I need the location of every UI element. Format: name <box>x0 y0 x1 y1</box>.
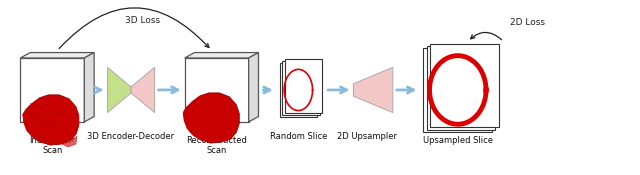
Text: 3D Encoder-Decoder: 3D Encoder-Decoder <box>88 132 175 141</box>
Polygon shape <box>23 95 79 145</box>
Text: Incomplete
Scan: Incomplete Scan <box>29 136 76 155</box>
Polygon shape <box>20 58 84 122</box>
Polygon shape <box>183 93 239 143</box>
Polygon shape <box>185 52 259 58</box>
Text: Reconstructed
Scan: Reconstructed Scan <box>186 136 247 155</box>
Polygon shape <box>131 67 155 113</box>
Polygon shape <box>84 52 94 122</box>
Polygon shape <box>282 61 319 115</box>
Polygon shape <box>185 58 249 122</box>
Polygon shape <box>353 67 393 113</box>
Polygon shape <box>285 59 322 113</box>
Polygon shape <box>62 136 77 147</box>
Polygon shape <box>20 52 94 58</box>
Text: 2D Upsampler: 2D Upsampler <box>337 132 397 141</box>
Polygon shape <box>280 63 317 117</box>
Polygon shape <box>108 67 131 113</box>
Polygon shape <box>429 44 499 127</box>
Text: 3D Loss: 3D Loss <box>125 16 160 25</box>
Text: 2D Loss: 2D Loss <box>510 18 545 27</box>
Polygon shape <box>426 46 495 130</box>
Text: Random Slice: Random Slice <box>269 132 327 141</box>
Polygon shape <box>249 52 259 122</box>
Polygon shape <box>423 48 492 132</box>
Text: Upsampled Slice: Upsampled Slice <box>423 136 493 145</box>
